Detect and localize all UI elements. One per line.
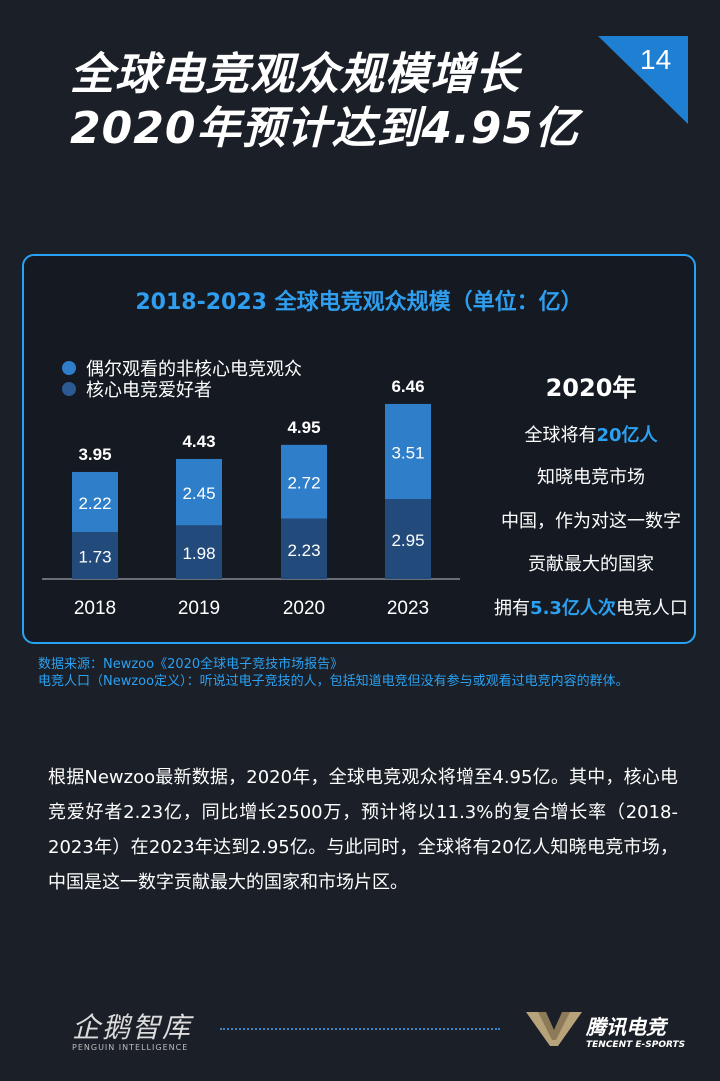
side-note-line-1-text: 全球将有	[524, 425, 597, 446]
label-casual-2019: 2.45	[182, 484, 215, 503]
page-title-line-1: 全球电竞观众规模增长	[70, 49, 520, 100]
side-note-year: 2020年	[545, 374, 637, 402]
penguin-intelligence-logo: 企鹅智库	[72, 1011, 193, 1044]
source-line-2: 电竞人口（Newzoo定义）：听说过电子竞技的人，包括知道电竞但没有参与或观看过…	[38, 674, 629, 689]
legend-label-casual: 偶尔观看的非核心电竞观众	[86, 359, 302, 380]
bar-core-2018	[72, 532, 118, 579]
body-paragraph: 根据Newzoo最新数据，2020年，全球电竞观众将增至4.95亿。其中，核心电…	[48, 767, 678, 893]
legend-label-core: 核心电竞爱好者	[86, 380, 212, 401]
side-note-line-5: 拥有5.3亿人次电竞人口	[466, 594, 716, 620]
source-line-1: 数据来源：Newzoo《2020全球电子竞技市场报告》	[38, 657, 344, 672]
bar-casual-2018	[72, 471, 118, 533]
label-core-2018: 1.73	[78, 548, 111, 567]
tencent-esports-brand: 腾讯电竞	[586, 1015, 666, 1039]
penguin-intelligence-subtitle: PENGUIN INTELLIGENCE	[72, 1043, 189, 1052]
bar-core-2023	[385, 499, 431, 579]
label-casual-2018: 2.22	[78, 494, 111, 513]
source-note: 数据来源：Newzoo《2020全球电子竞技市场报告》 电竞人口（Newzoo定…	[38, 656, 678, 690]
side-note-line-3: 中国，作为对这一数字	[501, 511, 681, 532]
bar-casual-2023	[385, 403, 431, 500]
legend-item-casual: 偶尔观看的非核心电竞观众	[62, 355, 302, 381]
legend-swatch-casual	[62, 361, 76, 375]
side-note-line-4: 贡献最大的国家	[528, 554, 654, 575]
page-title-line-2: 2020年预计达到4.95亿	[70, 103, 580, 154]
chart-title: 2018-2023 全球电竞观众规模（单位：亿）	[135, 290, 583, 315]
bar-chart: 1.73 2.22 3.95 2018 1.98 2.45 4.43 2019 2.23 2.72…	[42, 377, 460, 619]
x-tick-2018: 2018	[74, 598, 116, 619]
x-tick-2023: 2023	[387, 598, 429, 619]
label-total-2020: 4.95	[287, 418, 320, 437]
label-casual-2020: 2.72	[287, 474, 320, 493]
footer-divider	[220, 1028, 500, 1030]
bar-core-2020	[281, 518, 327, 579]
x-tick-2020: 2020	[283, 598, 325, 619]
tencent-esports-subtitle: TENCENT E-SPORTS	[586, 1040, 686, 1050]
bar-casual-2020	[281, 444, 327, 519]
label-casual-2023: 3.51	[391, 443, 424, 462]
side-note-line-1: 全球将有20亿人	[466, 421, 716, 447]
side-note-line-2: 知晓电竞市场	[537, 467, 645, 488]
label-core-2019: 1.98	[182, 544, 215, 563]
page-number: 14	[640, 44, 672, 75]
side-note-highlight-20: 20亿人	[596, 425, 658, 446]
side-note-line-5-post: 电竞人口	[615, 598, 688, 619]
label-total-2023: 6.46	[391, 377, 424, 396]
x-tick-2019: 2019	[178, 598, 220, 619]
legend-swatch-core	[62, 382, 76, 396]
label-core-2020: 2.23	[287, 541, 320, 560]
tencent-esports-logo-icon	[526, 1012, 582, 1046]
label-total-2019: 4.43	[182, 432, 215, 451]
side-note-highlight-5-3: 5.3亿人次	[530, 598, 616, 619]
legend-item-core: 核心电竞爱好者	[62, 376, 212, 402]
bar-core-2019	[176, 525, 222, 579]
bar-casual-2019	[176, 458, 222, 526]
label-total-2018: 3.95	[78, 445, 111, 464]
label-core-2023: 2.95	[391, 531, 424, 550]
side-note-line-5-pre: 拥有	[494, 598, 531, 619]
